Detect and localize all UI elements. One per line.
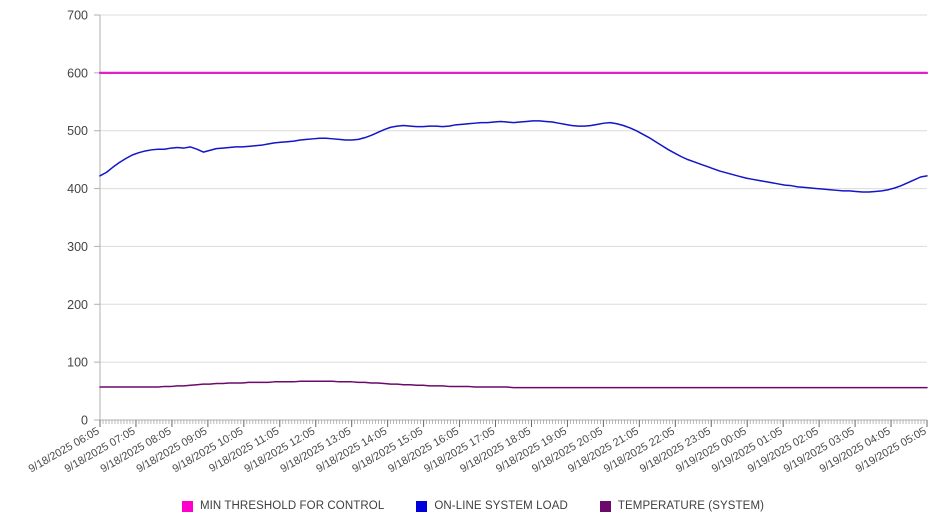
legend-item-temperature-system[interactable]: TEMPERATURE (SYSTEM) <box>599 500 765 512</box>
y-tick-label: 200 <box>67 298 88 312</box>
y-axis: 0 100 200 300 400 500 600 700 <box>67 9 101 428</box>
legend-label-on-line-system-load: ON-LINE SYSTEM LOAD <box>434 500 568 512</box>
series-line <box>99 120 928 193</box>
y-tick-label: 500 <box>67 124 88 138</box>
y-tick-label: 0 <box>81 414 88 428</box>
y-tick-label: 400 <box>67 182 88 196</box>
legend-item-on-line-system-load[interactable]: ON-LINE SYSTEM LOAD <box>416 500 568 512</box>
x-axis: 9/18/2025 06:059/18/2025 07:059/18/2025 … <box>27 419 929 475</box>
data-series <box>98 71 929 389</box>
legend-swatch-on-line-system-load <box>416 500 428 512</box>
legend-label-temperature-system: TEMPERATURE (SYSTEM) <box>617 500 765 512</box>
legend-label-min-threshold-for-control: MIN THRESHOLD FOR CONTROL <box>199 500 385 512</box>
y-tick-label: 300 <box>67 240 88 254</box>
chart-legend: MIN THRESHOLD FOR CONTROL ON-LINE SYSTEM… <box>0 494 946 518</box>
legend-item-min-threshold-for-control[interactable]: MIN THRESHOLD FOR CONTROL <box>181 500 385 512</box>
legend-swatch-temperature-system <box>599 500 611 512</box>
series-line <box>99 380 928 389</box>
y-tick-label: 600 <box>67 66 88 80</box>
legend-swatch-min-threshold-for-control <box>181 500 193 512</box>
y-tick-label: 100 <box>67 356 88 370</box>
y-tick-label: 700 <box>67 9 88 23</box>
gridlines <box>100 14 927 421</box>
